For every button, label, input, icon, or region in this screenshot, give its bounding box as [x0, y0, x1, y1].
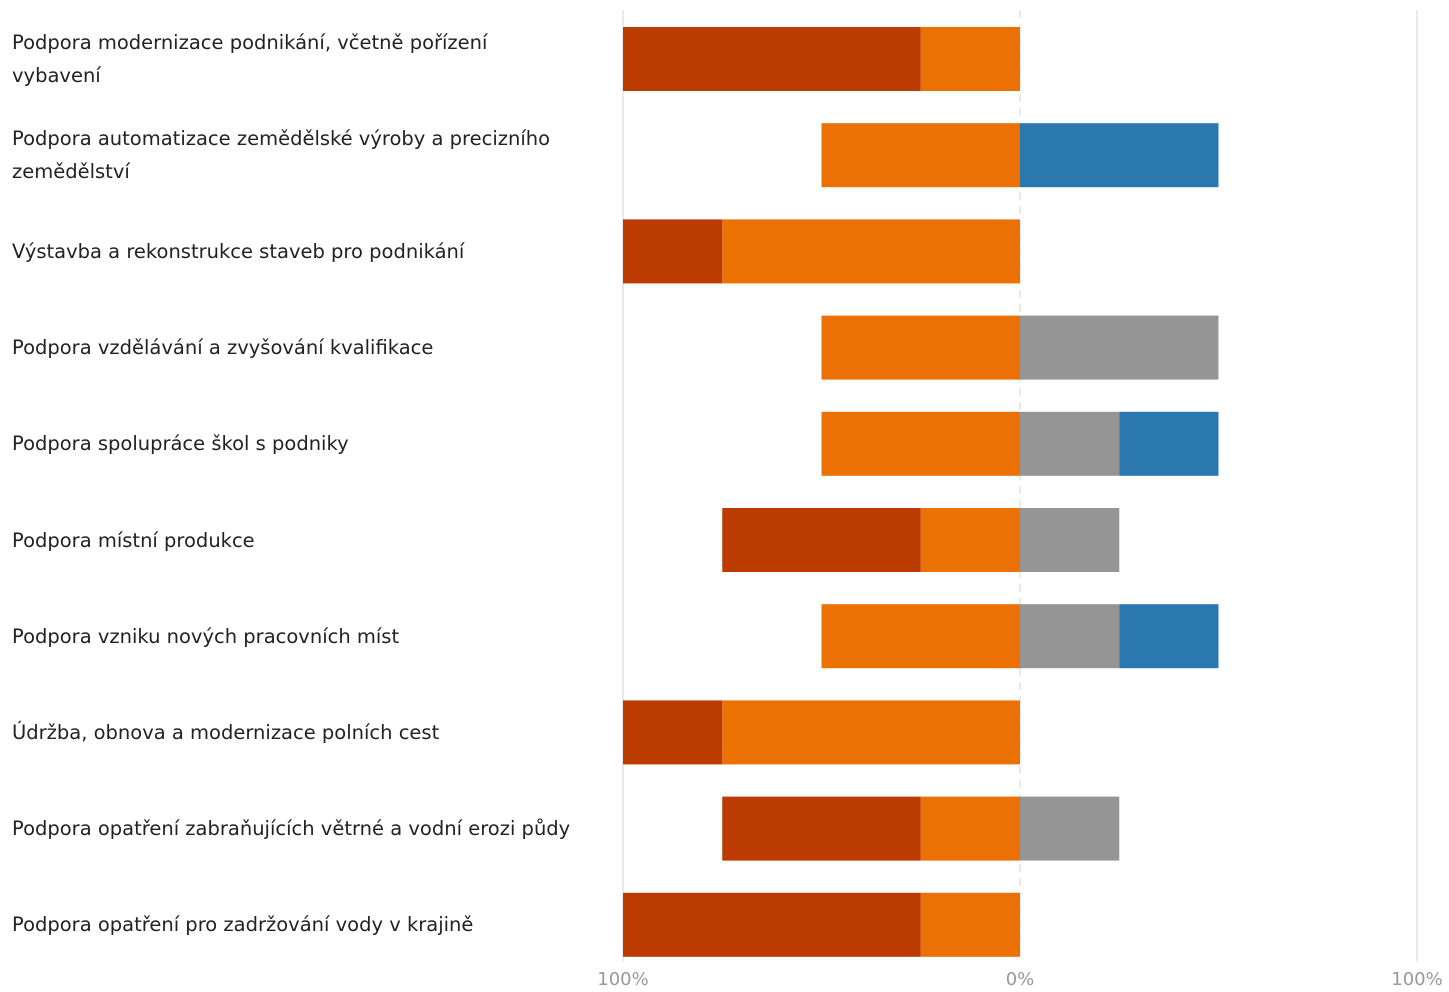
bar-segment: [623, 27, 921, 91]
bar-segment: [920, 27, 1020, 91]
x-axis-ticks: 100% 0% 100%: [597, 969, 1442, 990]
bar-segment: [1020, 315, 1219, 380]
bar-segment: [1020, 604, 1120, 669]
bar-segment: [920, 508, 1020, 572]
bars: [623, 27, 1219, 957]
category-label-text: Podpora automatizace zemědělské výroby a…: [12, 127, 551, 184]
category-label: Podpora místní produkce: [12, 508, 572, 572]
category-label: Podpora automatizace zemědělské výroby a…: [12, 123, 572, 187]
category-label: Podpora vzdělávání a zvyšování kvalifika…: [12, 316, 572, 380]
bar-segment: [1020, 508, 1120, 572]
bar-segment: [722, 796, 921, 861]
category-label: Podpora vzniku nových pracovních míst: [12, 604, 572, 668]
bar-segment: [623, 219, 723, 284]
bar-segment: [920, 796, 1020, 861]
bar-segment: [623, 700, 723, 765]
category-label-text: Podpora opatření zabraňujících větrné a …: [12, 817, 571, 841]
bar-segment: [821, 315, 1020, 380]
category-label-text: Podpora modernizace podnikání, včetně po…: [12, 31, 488, 87]
bar-segment: [623, 892, 921, 957]
bar-segment: [920, 892, 1020, 957]
x-tick-label: 100%: [597, 969, 648, 990]
bar-segment: [722, 219, 1020, 284]
category-label-text: Výstavba a rekonstrukce staveb pro podni…: [12, 239, 465, 263]
bar-segment: [722, 700, 1020, 765]
category-label: Podpora spolupráce škol s podniky: [12, 412, 572, 476]
category-label-text: Podpora opatření pro zadržování vody v k…: [12, 913, 474, 937]
bar-segment: [821, 123, 1020, 188]
bar-segment: [1119, 411, 1219, 476]
bar-segment: [1020, 411, 1120, 476]
bar-segment: [722, 508, 921, 572]
category-label: Výstavba a rekonstrukce staveb pro podni…: [12, 219, 572, 283]
category-label: Podpora opatření pro zadržování vody v k…: [12, 893, 572, 957]
category-label-text: Podpora místní produkce: [12, 528, 255, 552]
bar-segment: [821, 411, 1020, 476]
category-label: Podpora opatření zabraňujících větrné a …: [12, 797, 572, 861]
bar-segment: [1119, 604, 1219, 669]
category-label-text: Podpora vzdělávání a zvyšování kvalifika…: [12, 336, 434, 360]
category-label-text: Údržba, obnova a modernizace polních ces…: [12, 720, 440, 744]
category-label: Údržba, obnova a modernizace polních ces…: [12, 700, 572, 764]
category-label-text: Podpora vzniku nových pracovních míst: [12, 624, 400, 648]
bar-segment: [1020, 123, 1219, 188]
bar-segment: [1020, 796, 1120, 861]
category-label: Podpora modernizace podnikání, včetně po…: [12, 27, 572, 91]
x-tick-label: 0%: [1006, 969, 1035, 990]
x-tick-label: 100%: [1391, 969, 1442, 990]
bar-segment: [821, 604, 1020, 669]
category-label-text: Podpora spolupráce škol s podniky: [12, 432, 349, 456]
